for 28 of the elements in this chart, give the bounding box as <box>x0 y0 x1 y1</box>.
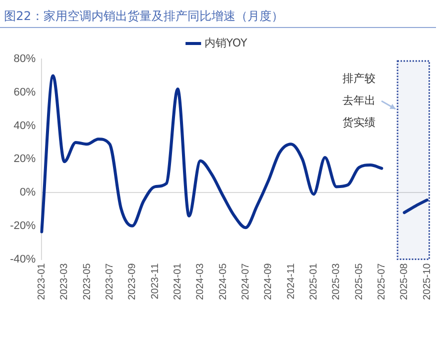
x-tick-label: 2025-07 <box>376 262 388 300</box>
y-tick-label: 40% <box>14 120 36 132</box>
x-tick-label: 2025-01 <box>308 262 320 300</box>
chart-title: 图22：家用空调内销出货量及排产同比增速（月度） <box>0 4 436 28</box>
x-tick-label: 2025-05 <box>354 262 365 300</box>
y-tick-label: 20% <box>14 153 36 166</box>
y-tick-label: 0% <box>20 186 36 199</box>
x-tick-label: 2023-07 <box>104 262 116 300</box>
x-tick-label: 2024-09 <box>263 262 274 300</box>
y-tick-label: 80% <box>14 53 36 66</box>
legend-label: 内销YOY <box>204 36 248 50</box>
y-tick-label: 60% <box>14 86 36 98</box>
x-tick-label: 2024-11 <box>286 262 297 300</box>
x-tick-label: 2024-05 <box>218 262 229 300</box>
y-tick-label: -40% <box>10 253 36 266</box>
x-tick-label: 2025-10 <box>422 262 433 300</box>
x-tick-label: 2024-01 <box>172 262 184 300</box>
x-tick-label: 2025-08 <box>399 262 410 300</box>
x-tick-label: 2024-07 <box>240 262 252 300</box>
x-tick-label: 2023-09 <box>127 262 138 300</box>
band-label: 排产较去年出货实绩 <box>342 72 376 129</box>
x-tick-label: 2023-05 <box>82 262 93 300</box>
y-tick-label: -20% <box>10 220 36 232</box>
x-tick-label: 2024-03 <box>195 262 206 300</box>
x-tick-label: 2023-03 <box>59 262 70 300</box>
x-tick-label: 2023-11 <box>150 262 161 300</box>
x-tick-label: 2023-01 <box>36 262 48 300</box>
x-tick-label: 2025-03 <box>331 262 342 300</box>
